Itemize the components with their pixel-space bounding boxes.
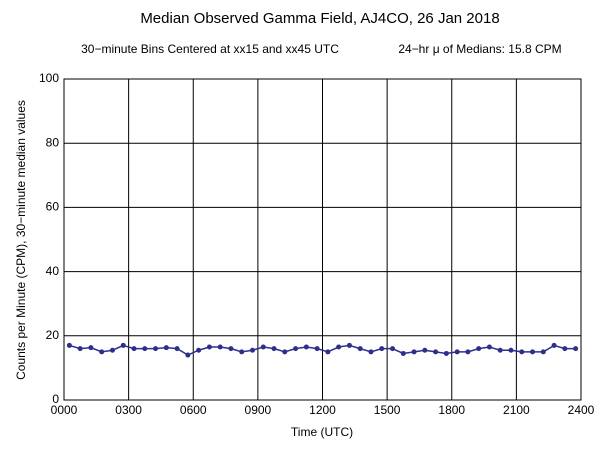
data-point xyxy=(379,346,385,352)
y-tick-label: 20 xyxy=(46,328,60,342)
data-point xyxy=(271,346,277,352)
data-point xyxy=(99,349,105,355)
y-tick-label: 0 xyxy=(52,392,59,406)
data-point xyxy=(282,349,288,355)
data-point xyxy=(551,342,557,348)
x-tick-label: 1800 xyxy=(438,403,465,417)
y-tick-label: 80 xyxy=(46,135,60,149)
data-point xyxy=(185,352,191,358)
data-point xyxy=(368,349,374,355)
data-point xyxy=(109,347,115,353)
x-tick-label: 2100 xyxy=(503,403,530,417)
data-point xyxy=(476,346,482,352)
y-tick-label: 40 xyxy=(46,264,60,278)
data-point xyxy=(153,346,159,352)
data-point xyxy=(88,345,94,351)
data-point xyxy=(540,349,546,355)
data-point xyxy=(497,347,503,353)
x-tick-label: 0000 xyxy=(51,403,78,417)
data-point xyxy=(562,346,568,352)
data-point xyxy=(228,346,234,352)
data-point xyxy=(303,344,309,350)
y-axis-label: Counts per Minute (CPM), 30−minute media… xyxy=(14,100,28,380)
data-point xyxy=(142,346,148,352)
data-point xyxy=(260,344,266,350)
data-point xyxy=(443,350,449,356)
y-tick-label: 60 xyxy=(46,200,60,214)
data-point xyxy=(325,349,331,355)
x-tick-label: 0600 xyxy=(180,403,207,417)
data-point xyxy=(206,344,212,350)
data-point xyxy=(239,349,245,355)
data-point xyxy=(66,342,72,348)
data-point xyxy=(217,344,223,350)
data-point xyxy=(174,346,180,352)
data-point xyxy=(465,349,471,355)
data-point xyxy=(196,347,202,353)
y-tick-label: 100 xyxy=(39,71,59,85)
data-point xyxy=(293,346,299,352)
data-point xyxy=(508,347,514,353)
data-point xyxy=(314,346,320,352)
subtitle: 30−minute Bins Centered at xx15 and xx45… xyxy=(81,42,339,56)
chart-title: Median Observed Gamma Field, AJ4CO, 26 J… xyxy=(140,10,499,27)
data-point xyxy=(573,346,579,352)
data-point xyxy=(400,350,406,356)
data-point xyxy=(422,347,428,353)
data-point xyxy=(346,342,352,348)
x-tick-label: 0300 xyxy=(115,403,142,417)
x-axis-label: Time (UTC) xyxy=(291,425,353,439)
x-tick-label: 1500 xyxy=(374,403,401,417)
data-point xyxy=(486,344,492,350)
data-point xyxy=(120,342,126,348)
data-point xyxy=(131,346,137,352)
data-point xyxy=(519,349,525,355)
x-tick-label: 2400 xyxy=(568,403,595,417)
annotation: 24−hr μ of Medians: 15.8 CPM xyxy=(398,42,561,56)
data-point xyxy=(411,349,417,355)
data-point xyxy=(357,346,363,352)
data-point xyxy=(249,347,255,353)
x-tick-label: 0900 xyxy=(245,403,272,417)
data-point xyxy=(77,346,83,352)
x-tick-label: 1200 xyxy=(309,403,336,417)
data-point xyxy=(336,344,342,350)
data-point xyxy=(163,345,169,351)
data-point xyxy=(454,349,460,355)
data-point xyxy=(390,346,396,352)
data-point xyxy=(433,349,439,355)
data-point xyxy=(530,349,536,355)
